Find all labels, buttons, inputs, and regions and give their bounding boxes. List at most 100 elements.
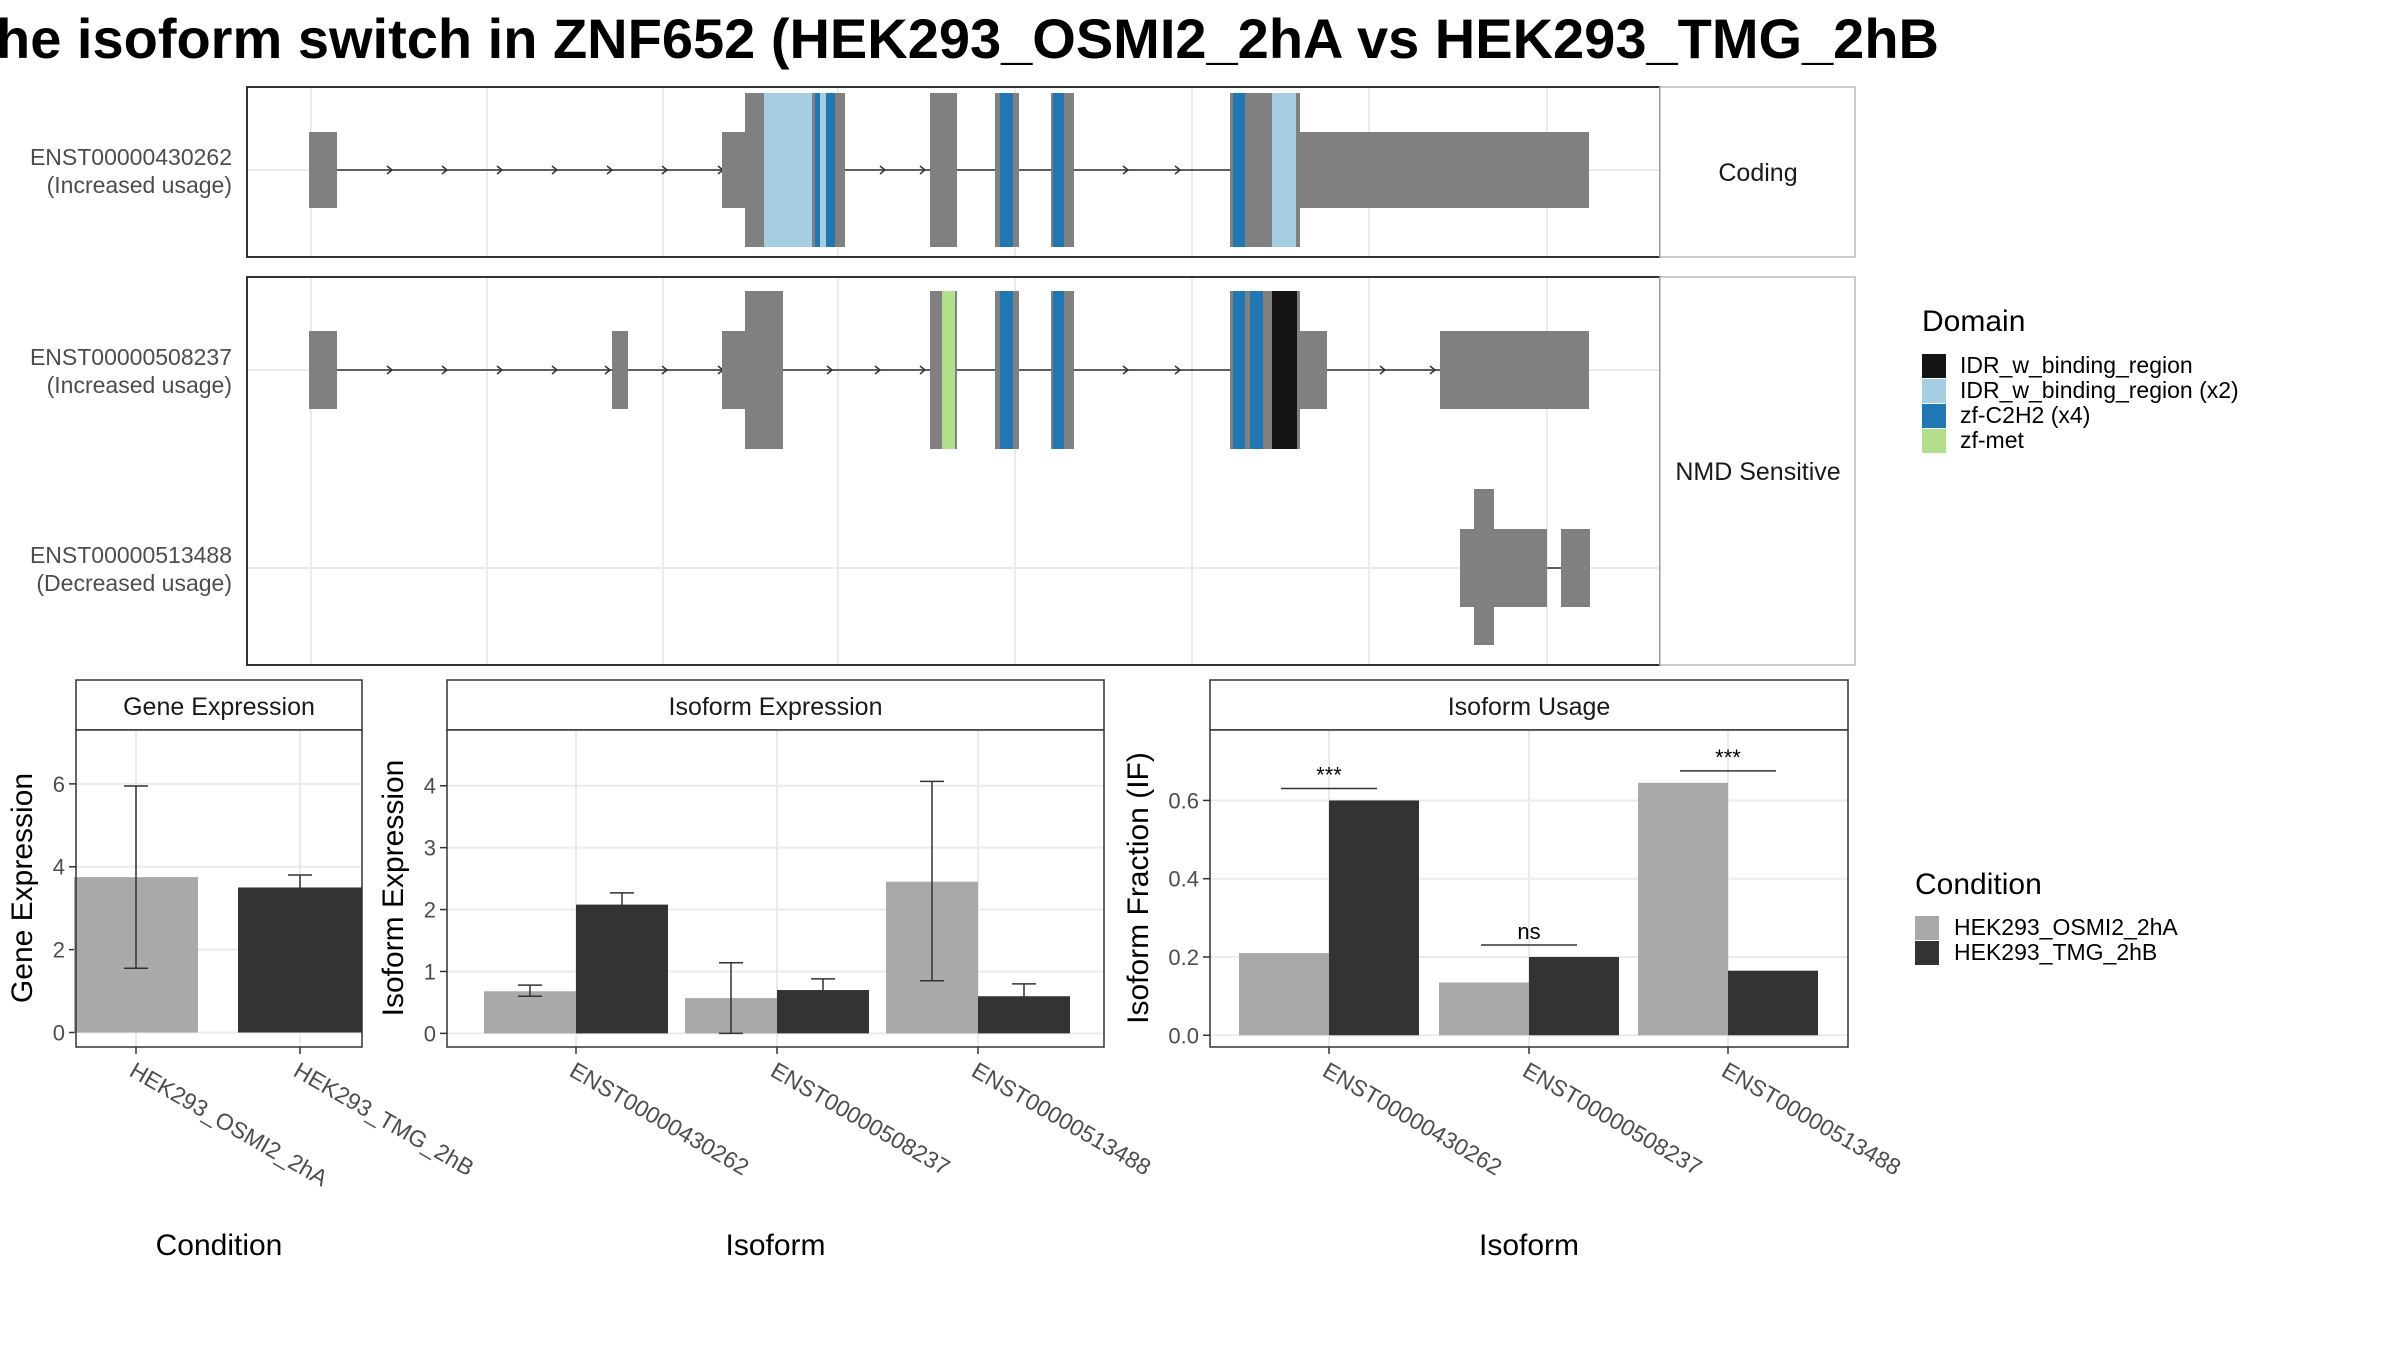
- utr-exon: [1300, 132, 1589, 208]
- legend-label: zf-met: [1960, 427, 2025, 453]
- domain-region: [820, 93, 826, 247]
- y-tick-label: 6: [53, 772, 65, 797]
- domain-region: [815, 93, 820, 247]
- domain-region: [826, 93, 835, 247]
- intron-direction-arrow: [826, 365, 834, 375]
- intron-direction-arrow: [661, 165, 669, 175]
- transcript-id-label: ENST00000508237: [30, 344, 232, 370]
- legend-swatch: [1922, 404, 1946, 428]
- panel-title: Isoform Expression: [669, 693, 883, 721]
- y-tick-label: 0.6: [1168, 788, 1199, 813]
- domain-legend: Domain IDR_w_binding_regionIDR_w_binding_…: [1922, 305, 2239, 453]
- exon-block: [930, 93, 957, 247]
- intron-direction-arrow: [1174, 365, 1182, 375]
- y-tick-label: 0.4: [1168, 867, 1199, 892]
- x-tick-label: ENST00000430262: [1319, 1057, 1507, 1181]
- x-tick-label: ENST00000430262: [566, 1057, 754, 1181]
- bar: [484, 991, 576, 1034]
- intron-direction-arrow: [441, 165, 449, 175]
- panel-border: [446, 729, 1105, 1048]
- y-tick-label: 4: [424, 774, 436, 799]
- x-axis-title: Isoform: [725, 1229, 825, 1262]
- domain-region: [1233, 93, 1245, 247]
- domain-region: [1053, 93, 1064, 247]
- intron-direction-arrow: [1122, 365, 1130, 375]
- transcript-id-label: ENST00000430262: [30, 144, 232, 170]
- exon-block: [1460, 529, 1547, 607]
- significance-label: ***: [1316, 762, 1342, 787]
- expression-bar-panels: Gene Expression0246HEK293_OSMI2_2hAHEK29…: [6, 679, 1905, 1262]
- legend-swatch: [1922, 429, 1946, 453]
- intron-direction-arrow: [386, 165, 394, 175]
- y-axis-title: Isoform Fraction (IF): [1122, 752, 1155, 1024]
- utr-exon: [1440, 331, 1589, 409]
- intron-direction-arrow: [1122, 165, 1130, 175]
- legend-swatch: [1915, 916, 1939, 940]
- significance-label: ***: [1715, 745, 1741, 770]
- y-tick-label: 1: [424, 959, 436, 984]
- y-tick-label: 0: [424, 1021, 436, 1046]
- y-tick-label: 2: [424, 898, 436, 923]
- domain-region: [1272, 93, 1296, 247]
- domain-region: [1000, 93, 1013, 247]
- condition-legend-title: Condition: [1915, 868, 2042, 901]
- domain-region: [1272, 291, 1297, 449]
- bar: [1239, 953, 1329, 1036]
- intron-direction-arrow: [919, 165, 927, 175]
- bar: [1638, 782, 1728, 1036]
- panel-strip: [446, 679, 1105, 731]
- intron-direction-arrow: [1174, 165, 1182, 175]
- facet-label: NMD Sensitive: [1675, 458, 1840, 486]
- intron-direction-arrow: [496, 365, 504, 375]
- legend-label: IDR_w_binding_region (x2): [1960, 377, 2239, 403]
- bar: [1439, 982, 1529, 1036]
- domain-region: [1250, 291, 1263, 449]
- intron-direction-arrow: [604, 365, 612, 375]
- facet-strip: [1659, 276, 1856, 666]
- bar: [1329, 800, 1419, 1036]
- transcript-id-label: ENST00000513488: [30, 542, 232, 568]
- legend-swatch: [1922, 379, 1946, 403]
- y-tick-label: 3: [424, 836, 436, 861]
- intron-direction-arrow: [386, 365, 394, 375]
- domain-region: [1000, 291, 1013, 449]
- utr-exon: [309, 132, 337, 208]
- utr-exon: [1300, 331, 1327, 409]
- panel-title: Gene Expression: [123, 693, 315, 721]
- utr-exon: [612, 331, 628, 409]
- panel-title: Isoform Usage: [1448, 693, 1611, 721]
- x-axis-title: Condition: [156, 1229, 283, 1262]
- x-tick-label: ENST00000508237: [1519, 1057, 1707, 1181]
- intron-direction-arrow: [551, 365, 559, 375]
- y-axis-title: Gene Expression: [6, 773, 39, 1003]
- intron-direction-arrow: [661, 365, 669, 375]
- significance-label: ns: [1517, 919, 1540, 944]
- transcript-usage-label: (Increased usage): [47, 172, 232, 198]
- exon-block: [745, 291, 783, 449]
- domain-region: [1233, 291, 1245, 449]
- bar: [1529, 956, 1619, 1036]
- figure-title: he isoform switch in ZNF652 (HEK293_OSMI…: [0, 7, 1939, 70]
- facet-strip: [1659, 86, 1856, 258]
- domain-legend-title: Domain: [1922, 305, 2025, 338]
- y-tick-label: 2: [53, 938, 65, 963]
- x-axis-title: Isoform: [1479, 1229, 1579, 1262]
- legend-label: zf-C2H2 (x4): [1960, 402, 2090, 428]
- facet-label: Coding: [1718, 159, 1797, 187]
- domain-region: [942, 291, 955, 449]
- utr-exon: [722, 331, 748, 409]
- legend-swatch: [1922, 354, 1946, 378]
- utr-exon: [309, 331, 337, 409]
- y-tick-label: 0: [53, 1020, 65, 1045]
- legend-label: IDR_w_binding_region: [1960, 352, 2193, 378]
- intron-direction-arrow: [1429, 365, 1437, 375]
- intron-direction-arrow: [919, 365, 927, 375]
- panel-border: [75, 729, 363, 1048]
- utr-exon: [722, 132, 748, 208]
- transcript-usage-label: (Increased usage): [47, 372, 232, 398]
- bar: [576, 904, 668, 1034]
- transcript-usage-label: (Decreased usage): [36, 570, 232, 596]
- y-tick-label: 0.0: [1168, 1023, 1199, 1048]
